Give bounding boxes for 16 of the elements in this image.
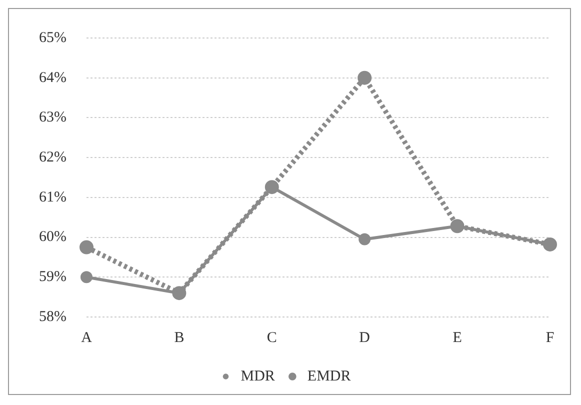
x-tick-label: D — [359, 330, 370, 346]
y-tick-label: 58% — [38, 308, 66, 325]
x-tick-label: E — [452, 330, 462, 346]
legend-label: MDR — [240, 368, 275, 384]
y-tick-label: 62% — [38, 150, 66, 166]
y-tick-label: 64% — [38, 70, 66, 86]
y-tick-label: 63% — [38, 110, 66, 126]
y-tick-label: 60% — [38, 229, 66, 246]
y-tick-label: 65% — [38, 30, 66, 46]
legend-label: EMDR — [307, 368, 351, 384]
x-tick-label: B — [174, 330, 184, 346]
x-tick-label: A — [81, 330, 92, 346]
y-tick-label: 61% — [38, 189, 66, 206]
y-tick-label: 59% — [38, 269, 66, 286]
x-tick-label: F — [546, 330, 554, 346]
x-tick-label: C — [266, 330, 277, 346]
